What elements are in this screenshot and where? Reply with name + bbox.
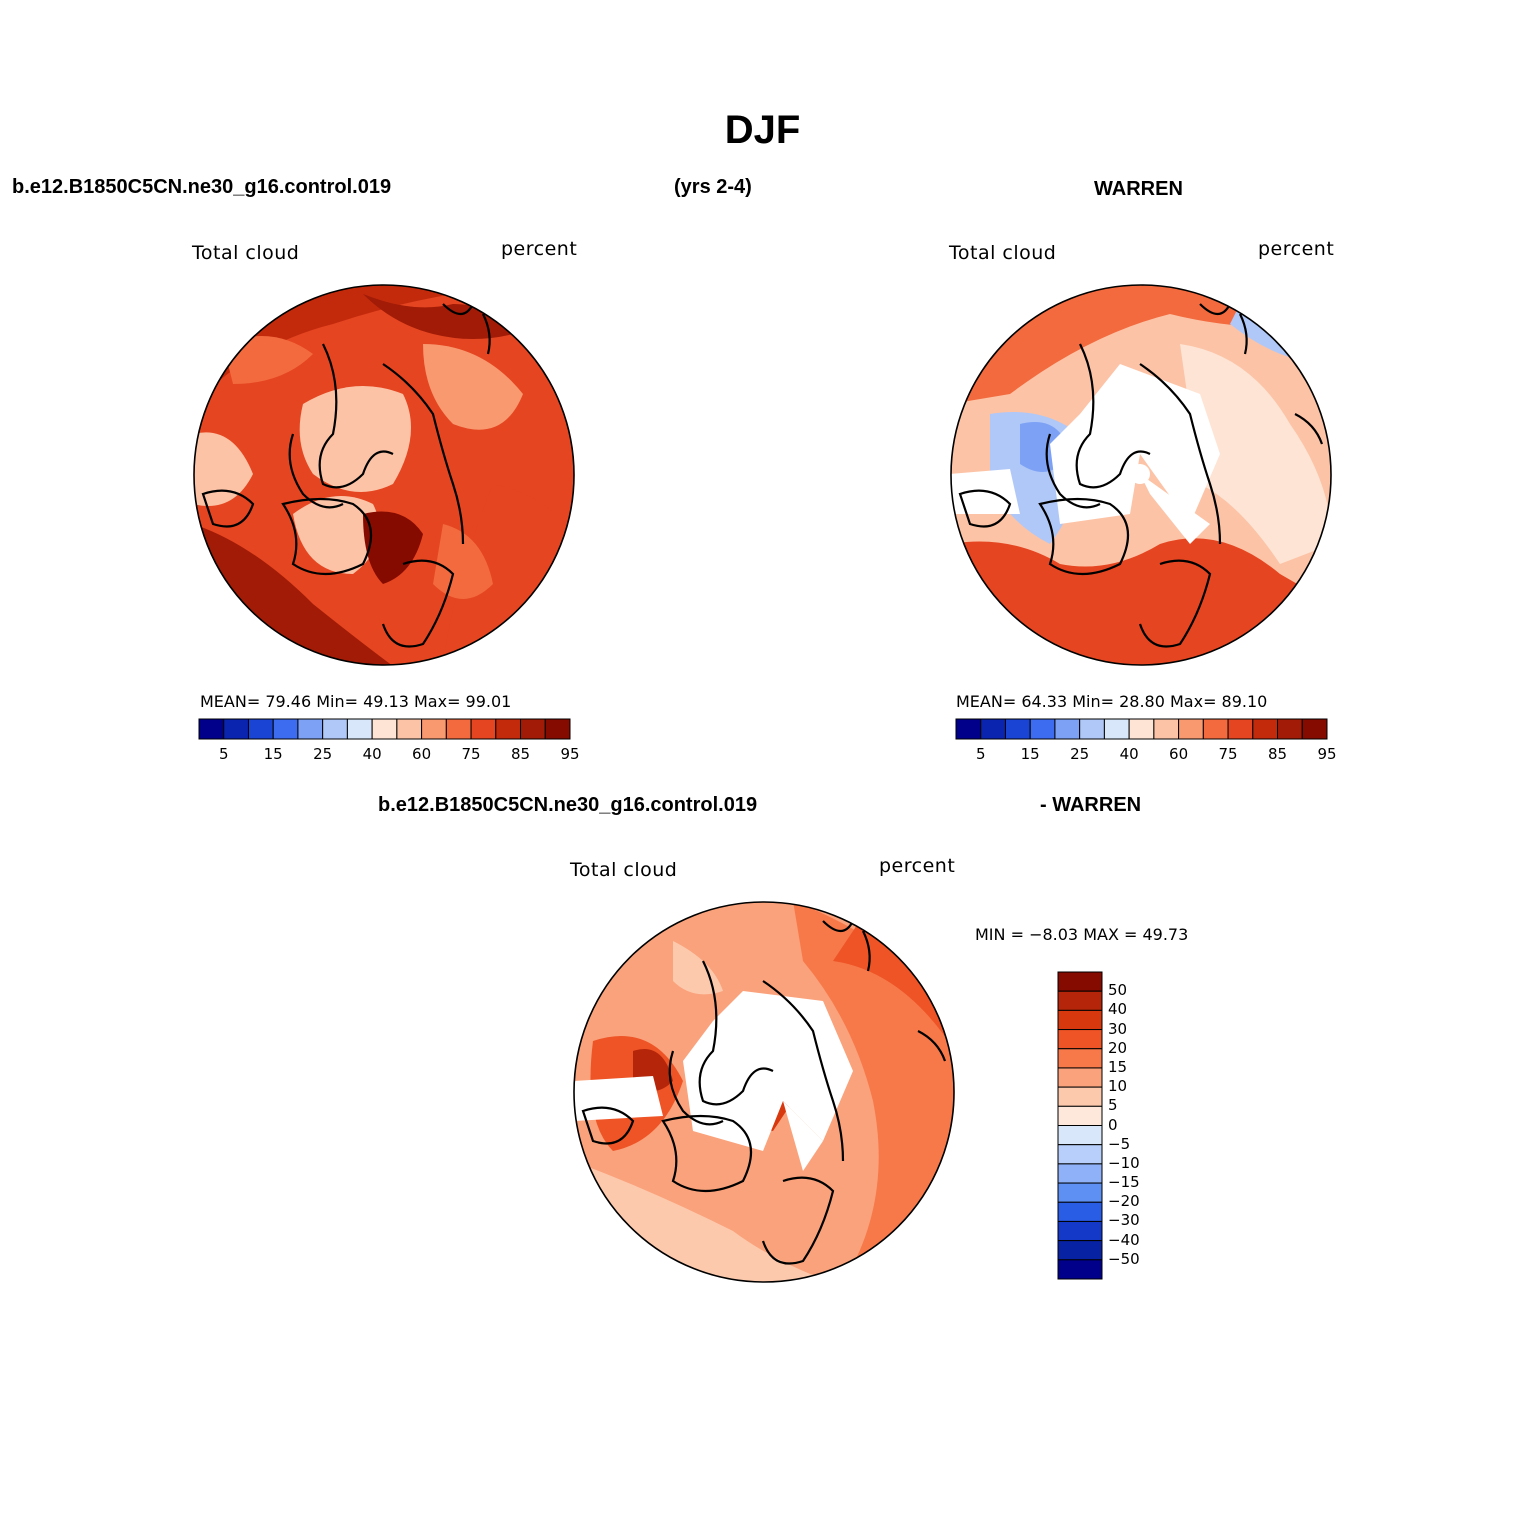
colorbar-swatch — [445, 718, 472, 740]
colorbar-tick-label: 5 — [975, 745, 986, 763]
colorbar-swatch — [1057, 971, 1103, 992]
colorbar-tick-label: 30 — [1108, 1019, 1128, 1038]
colorbar-tick-label: 60 — [412, 745, 432, 763]
panel3-units: percent — [879, 855, 956, 877]
colorbar-swatch — [1057, 1048, 1103, 1069]
colorbar-swatch — [980, 718, 1006, 740]
colorbar-tick-label: 20 — [1108, 1038, 1128, 1057]
colorbar-swatch — [1079, 718, 1105, 740]
colorbar-tick-label: −5 — [1108, 1134, 1131, 1153]
colorbar-tick-label: 25 — [1070, 745, 1090, 763]
colorbar-swatch — [421, 718, 447, 740]
colorbar-tick-label: −40 — [1108, 1230, 1140, 1249]
colorbar-tick-label: 75 — [1218, 745, 1238, 763]
colorbar-tick-label: 25 — [313, 745, 333, 763]
colorbar-tick-label: −15 — [1108, 1173, 1140, 1192]
panel3-variable: Total cloud — [570, 859, 678, 881]
panel2-colorbar — [955, 718, 1328, 740]
colorbar-tick-label: 85 — [1267, 745, 1288, 763]
colorbar-swatch — [544, 718, 571, 740]
colorbar-swatch — [1057, 1144, 1103, 1165]
colorbar-swatch — [1178, 718, 1204, 740]
diff-case-name: b.e12.B1850C5CN.ne30_g16.control.019 — [378, 794, 758, 816]
colorbar-swatch — [520, 718, 546, 740]
colorbar-tick-label: −10 — [1108, 1153, 1140, 1172]
colorbar-tick-label: 5 — [1108, 1096, 1118, 1115]
colorbar-swatch — [1057, 1163, 1103, 1184]
colorbar-swatch — [1057, 1029, 1103, 1050]
colorbar-swatch — [1103, 718, 1130, 740]
colorbar-swatch — [1057, 1125, 1103, 1146]
colorbar-tick-label: 85 — [510, 745, 531, 763]
colorbar-swatch — [1057, 1259, 1103, 1280]
diff-obs-name: - WARREN — [1040, 794, 1142, 816]
colorbar-swatch — [1057, 1086, 1103, 1107]
colorbar-swatch — [272, 718, 299, 740]
colorbar-tick-label: 15 — [263, 745, 283, 763]
panel2-stats: MEAN= 64.33 Min= 28.80 Max= 89.10 — [956, 692, 1268, 711]
colorbar-tick-label: 40 — [1108, 1000, 1128, 1019]
colorbar-swatch — [1057, 1201, 1103, 1222]
colorbar-swatch — [1057, 990, 1103, 1011]
colorbar-swatch — [1252, 718, 1279, 740]
colorbar-swatch — [396, 718, 423, 740]
figure-title: DJF — [724, 108, 801, 152]
colorbar-swatch — [1153, 718, 1180, 740]
colorbar-swatch — [1057, 1067, 1103, 1088]
colorbar-swatch — [1301, 718, 1328, 740]
colorbar-tick-label: 95 — [560, 745, 580, 763]
colorbar-tick-label: −30 — [1108, 1211, 1140, 1230]
colorbar-swatch — [1004, 718, 1031, 740]
panel1-map — [193, 284, 575, 666]
years-label: (yrs 2-4) — [674, 176, 752, 198]
colorbar-swatch — [470, 718, 497, 740]
colorbar-swatch — [371, 718, 398, 740]
colorbar-swatch — [1057, 1105, 1103, 1126]
colorbar-swatch — [1057, 1240, 1103, 1261]
colorbar-swatch — [1029, 718, 1056, 740]
colorbar-tick-label: 15 — [1108, 1057, 1128, 1076]
colorbar-swatch — [247, 718, 274, 740]
colorbar-swatch — [223, 718, 249, 740]
panel2-map — [950, 284, 1332, 666]
panel2-units: percent — [1258, 238, 1335, 260]
case-name: b.e12.B1850C5CN.ne30_g16.control.019 — [12, 176, 392, 198]
colorbar-swatch — [1277, 718, 1303, 740]
obs-name: WARREN — [1094, 178, 1183, 200]
colorbar-tick-label: 60 — [1169, 745, 1189, 763]
colorbar-tick-label: 50 — [1108, 981, 1128, 1000]
panel1-colorbar — [198, 718, 571, 740]
colorbar-tick-label: 5 — [218, 745, 229, 763]
colorbar-tick-label: 10 — [1108, 1077, 1128, 1096]
colorbar-tick-label: 0 — [1108, 1115, 1118, 1134]
colorbar-swatch — [1202, 718, 1229, 740]
colorbar-tick-label: 95 — [1317, 745, 1337, 763]
colorbar-tick-label: 40 — [1119, 745, 1139, 763]
colorbar-tick-label: 15 — [1020, 745, 1040, 763]
colorbar-swatch — [1057, 1220, 1103, 1242]
panel3-colorbar — [1057, 971, 1103, 1280]
colorbar-swatch — [1128, 718, 1155, 740]
colorbar-tick-label: −50 — [1108, 1249, 1140, 1268]
panel1-stats: MEAN= 79.46 Min= 49.13 Max= 99.01 — [200, 692, 512, 711]
colorbar-tick-label: 75 — [461, 745, 481, 763]
colorbar-swatch — [322, 718, 348, 740]
colorbar-swatch — [955, 718, 982, 740]
panel3-map — [573, 901, 955, 1283]
colorbar-swatch — [1054, 718, 1081, 740]
panel2-variable: Total cloud — [949, 242, 1057, 264]
colorbar-swatch — [1227, 718, 1254, 740]
colorbar-tick-label: 40 — [362, 745, 382, 763]
panel1-units: percent — [501, 238, 578, 260]
colorbar-swatch — [495, 718, 522, 740]
colorbar-swatch — [198, 718, 225, 740]
colorbar-swatch — [346, 718, 373, 740]
colorbar-swatch — [1057, 1009, 1103, 1031]
panel3-stats: MIN = −8.03 MAX = 49.73 — [975, 925, 1189, 944]
colorbar-swatch — [297, 718, 324, 740]
colorbar-tick-label: −20 — [1108, 1192, 1140, 1211]
panel1-variable: Total cloud — [192, 242, 300, 264]
colorbar-swatch — [1057, 1182, 1103, 1203]
